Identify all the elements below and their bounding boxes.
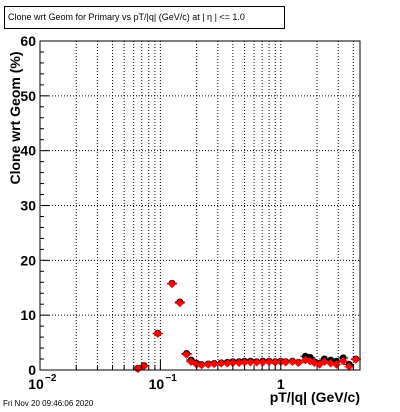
y-axis-label: Clone wrt Geom (%) — [7, 51, 23, 185]
x-tick-exponent: −1 — [165, 373, 177, 384]
data-point — [210, 359, 219, 369]
y-tick-label: 50 — [20, 88, 36, 104]
data-point — [339, 357, 348, 366]
data-point — [326, 359, 335, 368]
y-tick-label: 60 — [20, 33, 36, 49]
x-tick-label: 10 — [149, 376, 165, 392]
data-point — [294, 358, 303, 368]
data-point — [217, 359, 226, 368]
y-tick-label: 30 — [20, 198, 36, 214]
x-tick-label: 1 — [277, 376, 285, 392]
x-tick-label: 10 — [28, 376, 44, 392]
y-tick-label: 0 — [28, 362, 36, 378]
x-axis-label: pT/|q| (GeV/c) — [269, 389, 360, 405]
data-point — [167, 279, 177, 289]
data-point — [192, 360, 201, 369]
data-point — [223, 359, 232, 368]
data-point — [240, 358, 249, 367]
data-point — [252, 358, 261, 367]
data-point — [271, 358, 280, 367]
timestamp: Fri Nov 20 09:46:06 2020 — [3, 399, 94, 408]
data-point — [133, 364, 143, 374]
x-tick-exponent: −2 — [45, 373, 57, 384]
y-tick-label: 40 — [20, 143, 36, 159]
data-point — [175, 298, 185, 308]
y-tick-label: 20 — [20, 252, 36, 268]
y-tick-label: 10 — [20, 307, 36, 323]
data-point — [281, 358, 290, 367]
data-point — [344, 362, 354, 371]
data-point — [228, 358, 238, 368]
data-point — [153, 329, 162, 339]
data-marks — [132, 279, 361, 374]
data-point — [197, 360, 206, 370]
data-point — [258, 358, 268, 367]
data-point — [246, 358, 255, 367]
data-point — [204, 360, 213, 369]
data-point — [264, 357, 274, 366]
data-point — [288, 357, 297, 366]
data-point — [351, 355, 361, 364]
axis-ticks — [39, 40, 354, 371]
grid-lines — [39, 41, 360, 370]
data-point — [182, 350, 191, 359]
chart-title: Clone wrt Geom for Primary vs pT/|q| (Ge… — [4, 6, 285, 29]
data-point — [234, 358, 244, 368]
